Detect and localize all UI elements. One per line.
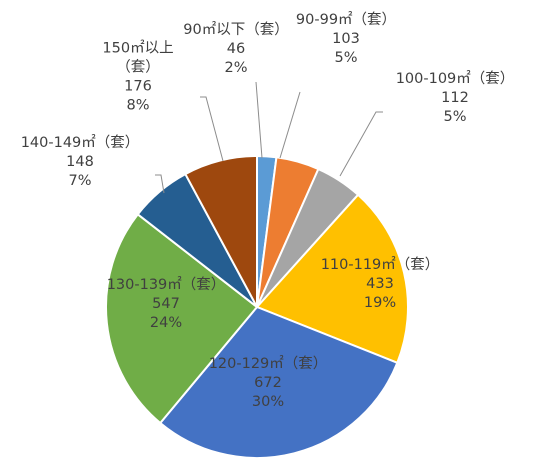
slice-category-label: 110-119㎡（套） [321,256,440,273]
leader-line [155,174,165,194]
slice-data-label: 140-149㎡（套） 148 7% [21,134,140,189]
slice-category-label: 150㎡以上 [102,40,173,57]
slice-category-label: 90-99㎡（套） [296,11,396,28]
slice-value-label: 176 [124,79,152,95]
slice-value-label: 103 [332,31,360,47]
slice-category-label: 140-149㎡（套） [21,134,140,151]
slice-percent-label: 19% [364,295,396,311]
slice-value-label: 46 [227,41,245,57]
pie-slice [255,193,409,365]
slice-data-label: 90-99㎡（套） 103 5% [296,11,396,66]
slice-value-label: 112 [441,90,469,106]
slice-percent-label: 24% [150,315,182,331]
slice-percent-label: 5% [443,109,466,125]
pie-slice [184,154,258,308]
leader-line [339,111,383,177]
slice-data-label: 120-129㎡（套） 672 30% [209,355,328,410]
slice-percent-label: 7% [68,173,91,189]
leader-line [200,96,224,162]
slice-data-label: 130-139㎡（套） 547 24% [107,276,226,331]
slice-category-label: （套） [116,59,160,76]
leader-lines [155,81,383,194]
pie-slices [105,154,409,459]
slice-category-label: 120-129㎡（套） [209,355,328,372]
pie-slice [158,305,399,459]
pie-slice [105,212,259,425]
leader-line [255,81,263,159]
slice-data-label: 150㎡以上 （套） 176 8% [102,40,173,114]
slice-percent-label: 30% [252,394,284,410]
slice-value-label: 672 [254,375,282,391]
slice-data-label: 100-109㎡（套） 112 5% [396,70,515,125]
slice-percent-label: 8% [126,98,149,114]
slice-value-label: 148 [66,154,94,170]
slice-percent-label: 5% [334,50,357,66]
slice-data-label: 110-119㎡（套） 433 19% [321,256,440,311]
data-labels: 90㎡以下（套） 46 2% 90-99㎡（套） 103 5% 100-109㎡（套） 112… [21,11,515,410]
slice-category-label: 100-109㎡（套） [396,70,515,87]
leader-line [279,91,301,159]
slice-category-label: 130-139㎡（套） [107,276,226,293]
slice-value-label: 547 [152,296,180,312]
slice-category-label: 90㎡以下（套） [183,21,288,38]
slice-percent-label: 2% [224,60,247,76]
slice-data-label: 90㎡以下（套） 46 2% [183,21,288,76]
slice-value-label: 433 [366,276,394,292]
